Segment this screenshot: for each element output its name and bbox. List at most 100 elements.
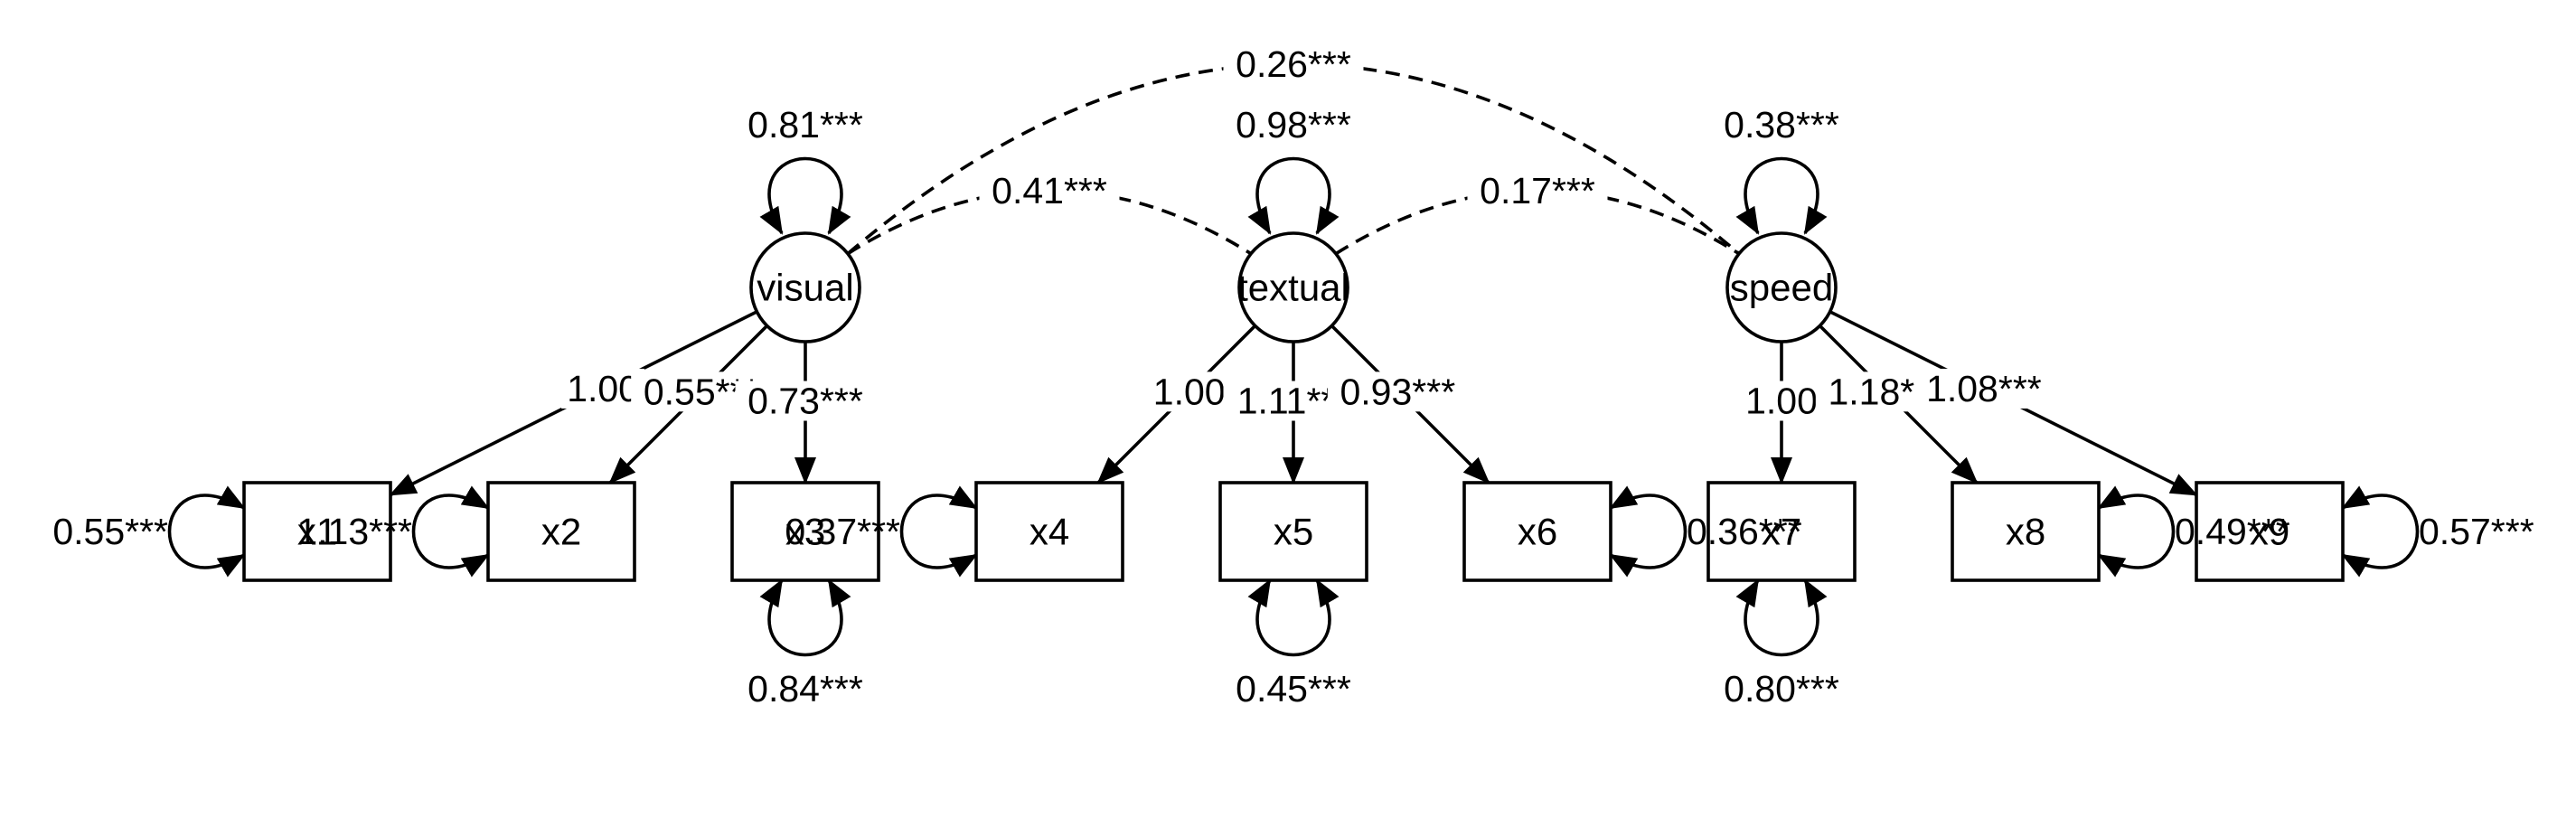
loading-label-speed-x9: 1.08*** (1913, 368, 2054, 409)
observed-node-x4: x4 (974, 481, 1124, 582)
observed-label-x1: x1 (297, 511, 337, 553)
variance-layer (167, 156, 2420, 657)
covariance-label-visual-speed: 0.26*** (1223, 43, 1364, 85)
observed-node-x7: x7 (1706, 481, 1857, 582)
covariance-label-visual-speed-background (1223, 43, 1364, 84)
observed-box-x1 (242, 481, 392, 582)
observed-node-x3: x3 (730, 481, 880, 582)
loading-label-speed-x7-background (1740, 381, 1823, 421)
residual-label-x6: 0.36*** (1687, 511, 1802, 552)
residual-loop-x4 (899, 485, 978, 578)
latent-circle-textual (1237, 231, 1349, 343)
latent-label-textual: textual (1237, 267, 1349, 309)
residual-loop-x1 (167, 485, 246, 578)
covariance-label-textual-speed: 0.17*** (1467, 170, 1608, 212)
covariance-label-visual-speed-text: 0.26*** (1236, 43, 1351, 85)
variance-label-textual: 0.98*** (1236, 104, 1351, 146)
variance-label-visual-text: 0.81*** (747, 104, 863, 146)
residual-label-x8-text: 0.49*** (2175, 511, 2290, 552)
loading-label-visual-x3: 0.73*** (735, 381, 876, 422)
observed-label-x5: x5 (1274, 511, 1313, 553)
loading-label-textual-x4-background (1147, 371, 1231, 412)
covariance-label-textual-speed-text: 0.17*** (1480, 170, 1595, 212)
variance-label-speed: 0.38*** (1724, 104, 1839, 146)
loading-label-speed-x9-background (1913, 368, 2054, 409)
latent-circle-visual (749, 231, 861, 343)
loading-label-textual-x6: 0.93*** (1327, 371, 1468, 412)
variance-label-textual-text: 0.98*** (1236, 104, 1351, 146)
observed-node-x5: x5 (1218, 481, 1368, 582)
observed-box-x7 (1706, 481, 1857, 582)
residual-loop-x9 (2341, 485, 2420, 578)
observed-label-x4: x4 (1029, 511, 1069, 553)
observed-label-x7: x7 (1762, 511, 1801, 553)
residual-loop-x3 (759, 578, 851, 657)
residual-label-x5: 0.45*** (1236, 668, 1351, 710)
observed-box-x3 (730, 481, 880, 582)
observed-label-x9: x9 (2250, 511, 2289, 553)
residual-label-x1: 0.55*** (52, 511, 168, 552)
latent-node-visual: visual (749, 231, 861, 343)
observed-node-x6: x6 (1462, 481, 1612, 582)
node-layer: visual textual speed x1 x2 x3 x4 x5 x6 x7 x8 x9 (242, 231, 2345, 582)
latent-circle-speed (1725, 231, 1838, 343)
residual-label-x2-text: 1.13*** (296, 511, 412, 552)
loading-label-textual-x4: 1.00 (1147, 371, 1231, 412)
label-layer: 0.41*** 0.17*** 0.26*** 1.00 0.55*** 0.73*** 1… (52, 43, 2534, 710)
variance-loop-textual (1247, 156, 1340, 235)
loading-label-speed-x9-text: 1.08*** (1926, 368, 2042, 409)
observed-box-x5 (1218, 481, 1368, 582)
observed-node-x9: x9 (2195, 481, 2345, 582)
observed-node-x2: x2 (486, 481, 636, 582)
residual-label-x2: 1.13*** (296, 511, 412, 552)
residual-label-x3-text: 0.84*** (747, 668, 863, 710)
residual-loop-x5 (1247, 578, 1340, 657)
residual-label-x8: 0.49*** (2175, 511, 2290, 552)
latent-node-speed: speed (1725, 231, 1838, 343)
observed-label-x3: x3 (785, 511, 825, 553)
variance-label-visual: 0.81*** (747, 104, 863, 146)
loading-label-visual-x3-background (735, 381, 876, 421)
observed-box-x9 (2195, 481, 2345, 582)
observed-node-x1: x1 (242, 481, 392, 582)
loading-label-textual-x4-text: 1.00 (1153, 371, 1226, 412)
variance-label-speed-text: 0.38*** (1724, 104, 1839, 146)
latent-label-speed: speed (1730, 267, 1833, 309)
residual-label-x9: 0.57*** (2419, 511, 2534, 552)
covariance-label-textual-speed-background (1467, 170, 1608, 211)
covariance-label-visual-textual: 0.41*** (979, 170, 1120, 212)
loading-label-textual-x6-background (1327, 371, 1468, 412)
residual-loop-x6 (1609, 485, 1688, 578)
residual-label-x7: 0.80*** (1724, 668, 1839, 710)
latent-node-textual: textual (1237, 231, 1349, 343)
observed-box-x6 (1462, 481, 1612, 582)
residual-label-x3: 0.84*** (747, 668, 863, 710)
residual-label-x5-text: 0.45*** (1236, 668, 1351, 710)
residual-loop-x2 (411, 485, 490, 578)
variance-loop-speed (1735, 156, 1828, 235)
loading-label-visual-x1-text: 1.00 (567, 368, 639, 409)
loading-label-speed-x7: 1.00 (1740, 381, 1823, 422)
loading-label-textual-x6-text: 0.93*** (1340, 371, 1455, 412)
observed-label-x8: x8 (2006, 511, 2045, 553)
residual-label-x4: 0.37*** (785, 511, 900, 552)
observed-label-x6: x6 (1518, 511, 1557, 553)
latent-label-visual: visual (757, 267, 853, 309)
observed-label-x2: x2 (541, 511, 581, 553)
observed-box-x4 (974, 481, 1124, 582)
residual-label-x7-text: 0.80*** (1724, 668, 1839, 710)
loading-label-visual-x3-text: 0.73*** (747, 381, 863, 422)
covariance-label-visual-textual-background (979, 170, 1120, 211)
residual-label-x1-text: 0.55*** (52, 511, 168, 552)
loading-label-speed-x7-text: 1.00 (1745, 381, 1818, 422)
residual-loop-x7 (1735, 578, 1828, 657)
residual-loop-x8 (2097, 485, 2176, 578)
observed-box-x2 (486, 481, 636, 582)
loading-label-visual-x1: 1.00 (561, 368, 645, 409)
observed-box-x8 (1951, 481, 2101, 582)
variance-loop-visual (759, 156, 851, 235)
loading-label-visual-x1-background (561, 368, 645, 409)
residual-label-x6-text: 0.36*** (1687, 511, 1802, 552)
